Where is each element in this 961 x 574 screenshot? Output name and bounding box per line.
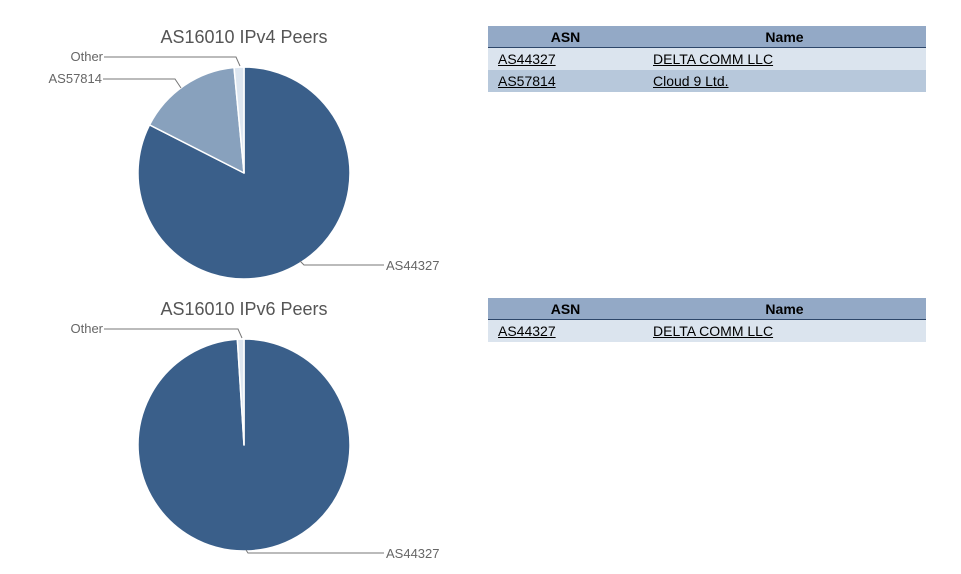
ipv6-pie-svg: AS16010 IPv6 Peers Other AS44327 <box>70 299 439 561</box>
slice-label: Other <box>70 321 103 336</box>
slice-label: Other <box>70 49 103 64</box>
table-row: AS57814 Cloud 9 Ltd. <box>488 70 926 92</box>
ipv6-peers-table: ASN Name AS44327 DELTA COMM LLC <box>488 298 926 342</box>
asn-link[interactable]: AS57814 <box>498 73 556 89</box>
asn-link[interactable]: AS44327 <box>498 323 556 339</box>
name-cell: DELTA COMM LLC <box>643 47 926 70</box>
chart-title: AS16010 IPv4 Peers <box>160 27 327 47</box>
ipv4-pie-svg: AS16010 IPv4 Peers Other AS57814 AS44327 <box>49 27 440 280</box>
name-cell: DELTA COMM LLC <box>643 319 926 342</box>
column-header-name: Name <box>643 26 926 48</box>
column-header-asn: ASN <box>488 298 643 320</box>
table-header-row: ASN Name <box>488 26 926 48</box>
pie-slices <box>137 66 351 280</box>
ipv6-peers-chart: AS16010 IPv6 Peers Other AS44327 <box>0 272 480 561</box>
slice-label: AS44327 <box>386 258 440 273</box>
pie-labels: Other AS44327 <box>70 321 439 561</box>
name-link[interactable]: DELTA COMM LLC <box>653 323 774 339</box>
slice-leader-line <box>245 549 384 554</box>
slice-leader-line <box>104 328 243 339</box>
pie-slice-as44327 <box>137 66 351 280</box>
slice-label: AS57814 <box>49 71 103 86</box>
pie-slice-other <box>236 338 245 446</box>
table-header-row: ASN Name <box>488 298 926 320</box>
chart-title: AS16010 IPv6 Peers <box>160 299 327 319</box>
column-header-name: Name <box>643 298 926 320</box>
slice-leader-line <box>104 56 241 67</box>
pie-slice-other <box>233 66 245 174</box>
pie-slices <box>137 338 351 552</box>
asn-cell: AS44327 <box>488 319 643 342</box>
slice-leader-line <box>103 78 182 89</box>
asn-cell: AS44327 <box>488 47 643 70</box>
slice-leader-line <box>299 260 384 266</box>
name-link[interactable]: DELTA COMM LLC <box>653 51 774 67</box>
name-cell: Cloud 9 Ltd. <box>643 70 926 92</box>
pie-slice-as57814 <box>148 66 245 174</box>
name-link[interactable]: Cloud 9 Ltd. <box>653 73 729 89</box>
slice-label: AS44327 <box>386 546 440 561</box>
ipv4-peers-chart: AS16010 IPv4 Peers Other AS57814 AS44327 <box>0 0 480 280</box>
pie-labels: Other AS57814 AS44327 <box>49 49 440 273</box>
column-header-asn: ASN <box>488 26 643 48</box>
ipv4-peers-table: ASN Name AS44327 DELTA COMM LLC AS57814 … <box>488 26 926 92</box>
asn-link[interactable]: AS44327 <box>498 51 556 67</box>
table-row: AS44327 DELTA COMM LLC <box>488 319 926 342</box>
asn-cell: AS57814 <box>488 70 643 92</box>
table-row: AS44327 DELTA COMM LLC <box>488 47 926 70</box>
